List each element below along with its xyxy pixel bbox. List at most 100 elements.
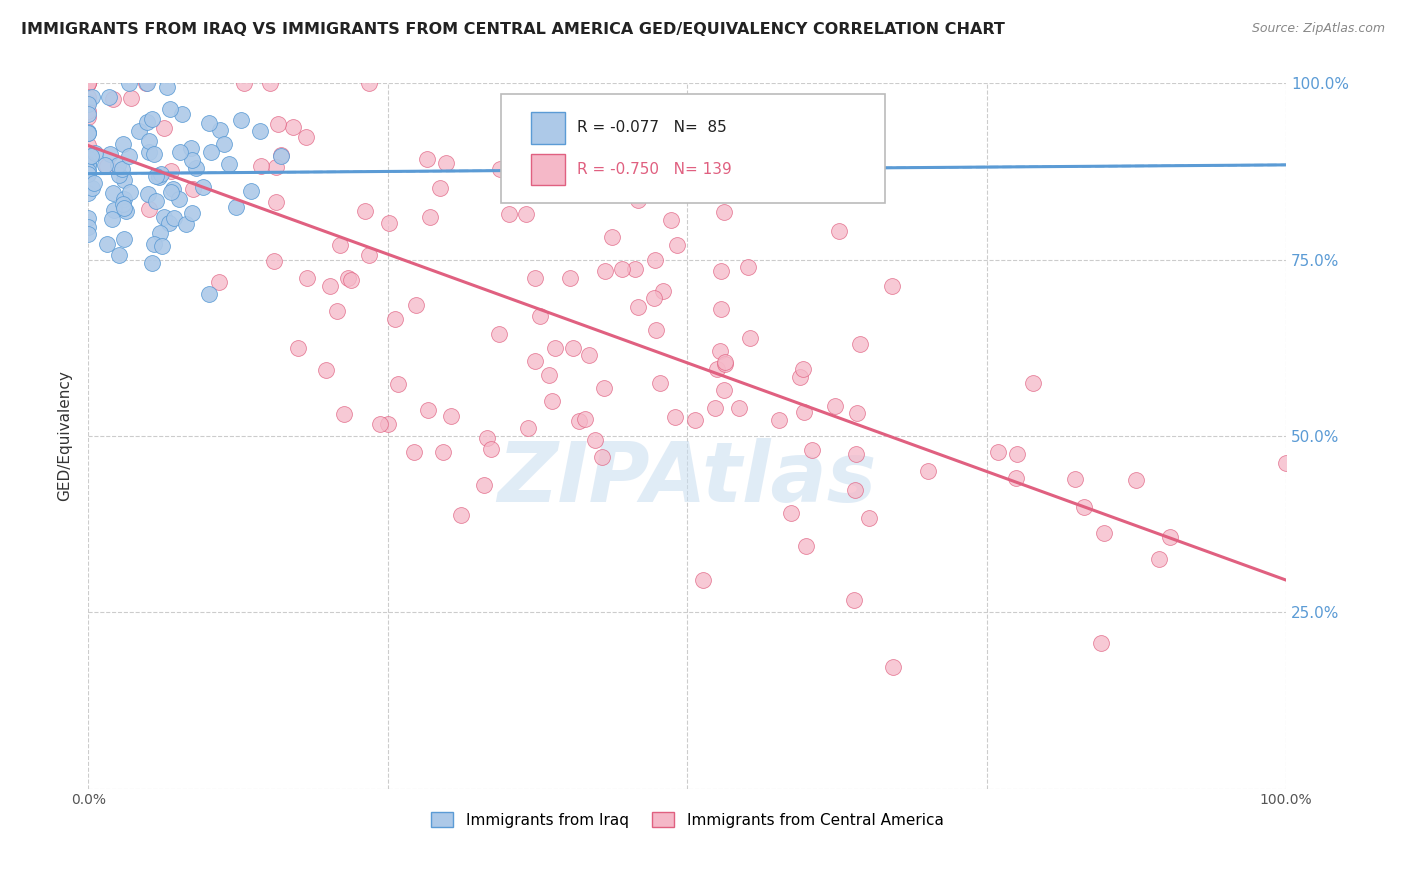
Point [77,186,100,200]
Point [339,272,361,286]
Point [184,161,207,175]
Text: R = -0.750   N= 139: R = -0.750 N= 139 [576,162,731,178]
Point [114,203,136,218]
Point [77,211,100,226]
Point [107,248,129,262]
Point [77,156,100,170]
Point [112,232,135,246]
Point [517,169,540,184]
Point [112,137,135,152]
Point [120,91,142,105]
Point [270,148,292,162]
Point [287,341,309,355]
Point [200,145,222,159]
Point [101,92,124,106]
Point [419,210,441,224]
Point [77,110,100,124]
Point [475,431,498,445]
Point [96,236,118,251]
Point [633,163,655,178]
Point [263,254,285,268]
Point [793,404,815,418]
Point [434,156,457,170]
Point [77,77,100,91]
Point [153,210,176,224]
Point [218,157,240,171]
Point [541,394,564,409]
Point [659,213,682,227]
Point [98,90,121,104]
Point [685,412,707,426]
Point [77,151,100,165]
Point [77,227,100,241]
Point [650,376,672,390]
Point [359,248,381,262]
Text: Source: ZipAtlas.com: Source: ZipAtlas.com [1251,22,1385,36]
Point [737,260,759,274]
Point [77,107,100,121]
Point [515,207,537,221]
Point [336,270,359,285]
Point [191,179,214,194]
Point [181,181,204,195]
Point [135,77,157,91]
Point [498,207,520,221]
Point [544,341,567,355]
Point [159,102,181,116]
Legend: Immigrants from Iraq, Immigrants from Central America: Immigrants from Iraq, Immigrants from Ce… [425,805,949,834]
Point [77,164,100,178]
Point [77,163,100,178]
Point [181,153,204,167]
Point [418,403,440,417]
Point [77,77,100,91]
Point [538,368,561,383]
Point [295,130,318,145]
Point [801,442,824,457]
Point [610,262,633,277]
Point [789,369,811,384]
Point [377,216,399,230]
Point [326,303,349,318]
Point [259,77,281,91]
Point [163,211,186,226]
Point [83,145,105,160]
Point [77,167,100,181]
Point [128,124,150,138]
Point [209,123,232,137]
Point [644,252,666,267]
Point [405,298,427,312]
Point [112,201,135,215]
Point [558,271,581,285]
Point [250,159,273,173]
Point [208,275,231,289]
Point [77,95,100,109]
Point [432,445,454,459]
Point [233,77,256,91]
Point [77,125,100,139]
Point [77,158,100,172]
Point [153,121,176,136]
Point [118,77,141,91]
Point [180,141,202,155]
Point [94,158,117,172]
Point [617,102,640,116]
Point [118,149,141,163]
Point [80,181,103,195]
Point [83,176,105,190]
Point [174,217,197,231]
Point [267,117,290,131]
Point [77,166,100,180]
Point [77,126,100,140]
Point [643,291,665,305]
Point [600,230,623,244]
Point [591,450,613,464]
Point [77,126,100,140]
Point [524,271,547,285]
Point [98,146,121,161]
Point [1275,457,1298,471]
Point [138,145,160,160]
Point [479,442,502,456]
Point [844,483,866,497]
Point [264,161,287,175]
Text: ZIPAtlas: ZIPAtlas [498,438,877,519]
